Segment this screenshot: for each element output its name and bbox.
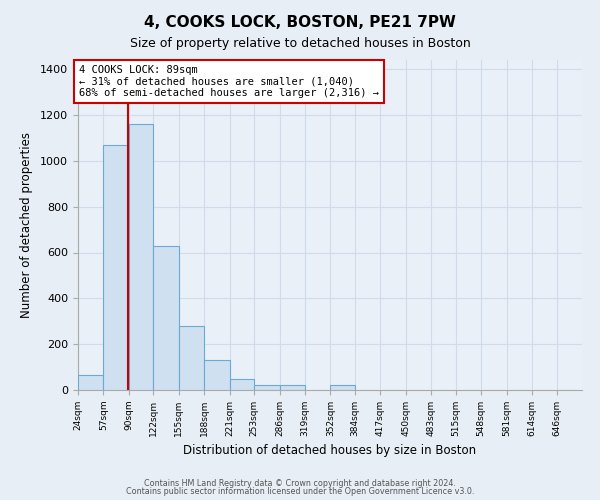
Bar <box>230 379 254 390</box>
Bar <box>129 124 154 390</box>
Y-axis label: Number of detached properties: Number of detached properties <box>20 132 33 318</box>
Bar <box>280 386 305 390</box>
Text: Contains public sector information licensed under the Open Government Licence v3: Contains public sector information licen… <box>126 487 474 496</box>
Bar <box>204 360 230 390</box>
Text: Size of property relative to detached houses in Boston: Size of property relative to detached ho… <box>130 38 470 51</box>
Bar <box>154 246 179 390</box>
Text: 4 COOKS LOCK: 89sqm
← 31% of detached houses are smaller (1,040)
68% of semi-det: 4 COOKS LOCK: 89sqm ← 31% of detached ho… <box>79 65 379 98</box>
Text: 4, COOKS LOCK, BOSTON, PE21 7PW: 4, COOKS LOCK, BOSTON, PE21 7PW <box>144 15 456 30</box>
Bar <box>331 386 355 390</box>
Text: Contains HM Land Registry data © Crown copyright and database right 2024.: Contains HM Land Registry data © Crown c… <box>144 478 456 488</box>
Bar <box>78 375 103 390</box>
Bar <box>103 145 129 390</box>
Bar <box>179 326 204 390</box>
Bar <box>254 386 280 390</box>
X-axis label: Distribution of detached houses by size in Boston: Distribution of detached houses by size … <box>184 444 476 458</box>
